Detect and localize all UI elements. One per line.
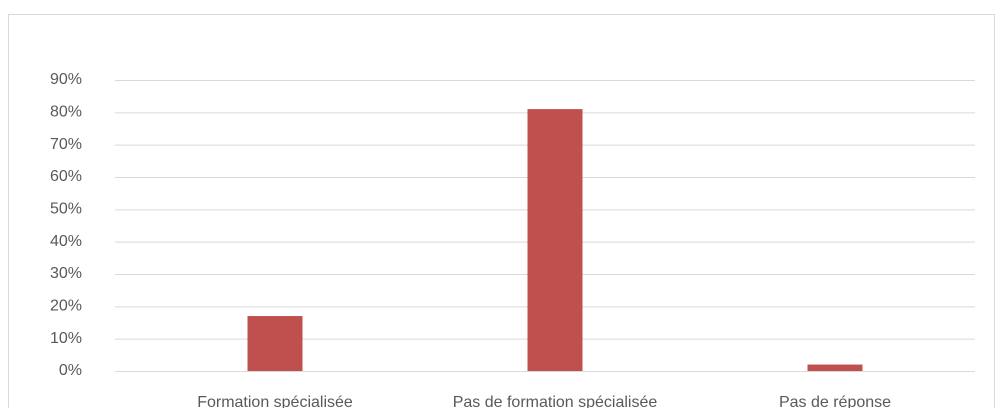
bar [807, 364, 863, 371]
y-tick-label: 40% [50, 233, 82, 250]
y-tick-label: 0% [59, 362, 82, 379]
x-tick-label: Formation spécialisée [197, 394, 353, 408]
chart-border [8, 14, 995, 408]
y-tick-label: 90% [50, 71, 82, 88]
bar [527, 109, 583, 371]
y-tick-label: 30% [50, 265, 82, 282]
y-tick-label: 80% [50, 104, 82, 121]
y-tick-label: 20% [50, 298, 82, 315]
y-tick-label: 50% [50, 201, 82, 218]
x-tick-label: Pas de réponse [779, 394, 891, 408]
bar [247, 316, 303, 371]
y-tick-label: 60% [50, 168, 82, 185]
x-tick-label: Pas de formation spécialisée [453, 394, 658, 408]
y-tick-label: 10% [50, 330, 82, 347]
y-tick-label: 70% [50, 136, 82, 153]
